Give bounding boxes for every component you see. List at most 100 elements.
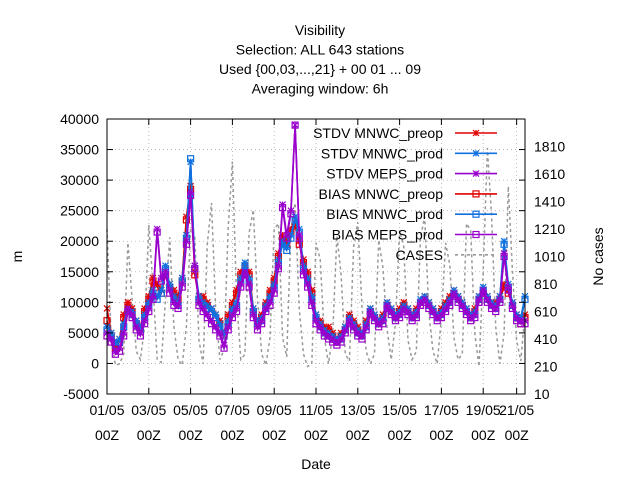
data-point bbox=[299, 271, 308, 279]
legend-item: CASES bbox=[396, 247, 497, 263]
data-point bbox=[341, 329, 349, 337]
data-point bbox=[212, 326, 220, 334]
y2-tick-label: 610 bbox=[534, 304, 558, 320]
data-point bbox=[345, 320, 354, 328]
legend-marker bbox=[472, 149, 480, 157]
data-point bbox=[387, 310, 395, 319]
data-point bbox=[216, 332, 224, 340]
data-point bbox=[187, 191, 195, 199]
data-point bbox=[492, 307, 500, 316]
title-line: Selection: ALL 643 stations bbox=[236, 42, 404, 58]
title-line: Averaging window: 6h bbox=[252, 81, 389, 97]
legend-item: STDV MEPS_prod bbox=[326, 166, 497, 182]
data-point bbox=[496, 298, 504, 306]
data-point bbox=[283, 246, 291, 254]
data-point bbox=[220, 344, 228, 352]
data-point bbox=[258, 320, 266, 328]
y-tick-label: -5000 bbox=[63, 386, 99, 402]
series-line bbox=[106, 147, 526, 369]
data-point bbox=[174, 304, 182, 313]
legend-marker bbox=[472, 129, 480, 137]
data-point bbox=[232, 307, 241, 316]
x-tick-label-sub: 00Z bbox=[505, 427, 530, 443]
data-point bbox=[253, 326, 262, 334]
y2-axis-label: No cases bbox=[590, 227, 606, 285]
data-point bbox=[404, 310, 412, 319]
data-point bbox=[166, 289, 174, 297]
x-tick-label: 11/05 bbox=[299, 402, 333, 418]
data-point bbox=[379, 320, 387, 328]
data-point bbox=[207, 307, 216, 316]
legend-marker bbox=[472, 230, 480, 239]
x-tick-label-sub: 00Z bbox=[346, 427, 371, 443]
y-axis: -5000 0 5000 10000 15000 20000 25000 30000 35000… bbox=[60, 111, 525, 402]
data-point bbox=[187, 155, 195, 163]
data-point bbox=[136, 332, 145, 340]
data-point bbox=[295, 234, 303, 242]
data-point bbox=[483, 298, 491, 306]
y-tick-label: 40000 bbox=[60, 111, 99, 127]
data-point bbox=[161, 271, 170, 279]
legend-label: STDV MNWC_preop bbox=[313, 125, 443, 141]
x-tick-label: 13/05 bbox=[340, 402, 375, 418]
data-point bbox=[178, 283, 186, 291]
title-line: Visibility bbox=[295, 22, 345, 38]
legend-item: BIAS MNWC_prod bbox=[326, 206, 497, 222]
title-line: Used {00,03,...,21} + 00 01 ... 09 bbox=[219, 61, 421, 77]
data-point bbox=[312, 320, 320, 328]
legend-item: STDV MNWC_prod bbox=[321, 145, 497, 161]
x-tick-label: 01/05 bbox=[89, 402, 124, 418]
data-point bbox=[287, 234, 295, 242]
x-tick-label: 17/05 bbox=[424, 402, 459, 418]
legend-label: BIAS MNWC_preop bbox=[319, 186, 444, 202]
data-point bbox=[153, 295, 161, 303]
data-point bbox=[450, 292, 458, 300]
legend-label: BIAS MNWC_prod bbox=[326, 206, 443, 222]
data-point bbox=[462, 310, 471, 319]
data-point bbox=[224, 326, 232, 334]
legend-label: STDV MNWC_prod bbox=[321, 145, 443, 161]
legend-item: BIAS MEPS_prod bbox=[332, 227, 497, 243]
data-point bbox=[245, 283, 253, 291]
data-point bbox=[128, 314, 136, 322]
data-point bbox=[212, 314, 220, 322]
y2-tick-label: 10 bbox=[534, 386, 550, 402]
x-tick-label: 07/05 bbox=[215, 402, 250, 418]
y-tick-label: 35000 bbox=[60, 142, 99, 158]
data-point bbox=[437, 314, 445, 322]
data-point bbox=[249, 314, 257, 322]
data-point bbox=[412, 314, 420, 322]
data-point bbox=[441, 307, 450, 316]
legend: STDV MNWC_preop STDV MNWC_prod STDV MEPS_p… bbox=[313, 125, 497, 263]
data-point bbox=[500, 252, 508, 261]
x-tick-label: 21/05 bbox=[499, 402, 534, 418]
y-axis-label: m bbox=[9, 251, 25, 263]
data-point bbox=[132, 326, 140, 334]
data-point bbox=[429, 310, 437, 319]
x-tick-label-sub: 00Z bbox=[388, 427, 413, 443]
y-tick-label: 15000 bbox=[60, 264, 99, 280]
x-tick-label-sub: 00Z bbox=[262, 427, 287, 443]
data-point bbox=[241, 271, 249, 279]
data-point bbox=[237, 283, 245, 291]
data-point bbox=[421, 298, 429, 306]
data-point bbox=[278, 204, 287, 212]
y-tick-label: 30000 bbox=[60, 172, 99, 188]
data-point bbox=[337, 338, 345, 346]
data-point bbox=[199, 307, 207, 316]
y2-tick-label: 410 bbox=[534, 331, 558, 347]
legend-marker bbox=[472, 170, 480, 178]
data-point bbox=[207, 320, 216, 328]
y2-tick-label: 1810 bbox=[534, 139, 565, 155]
data-point bbox=[383, 304, 391, 313]
y-tick-label: 25000 bbox=[60, 203, 99, 219]
data-point bbox=[304, 283, 312, 291]
legend-marker bbox=[472, 210, 480, 218]
data-point bbox=[358, 335, 366, 343]
x-tick-label-sub: 00Z bbox=[471, 427, 496, 443]
data-point bbox=[145, 307, 153, 316]
data-point bbox=[425, 304, 433, 313]
y-tick-label: 10000 bbox=[60, 294, 99, 310]
x-tick-label: 03/05 bbox=[131, 402, 166, 418]
